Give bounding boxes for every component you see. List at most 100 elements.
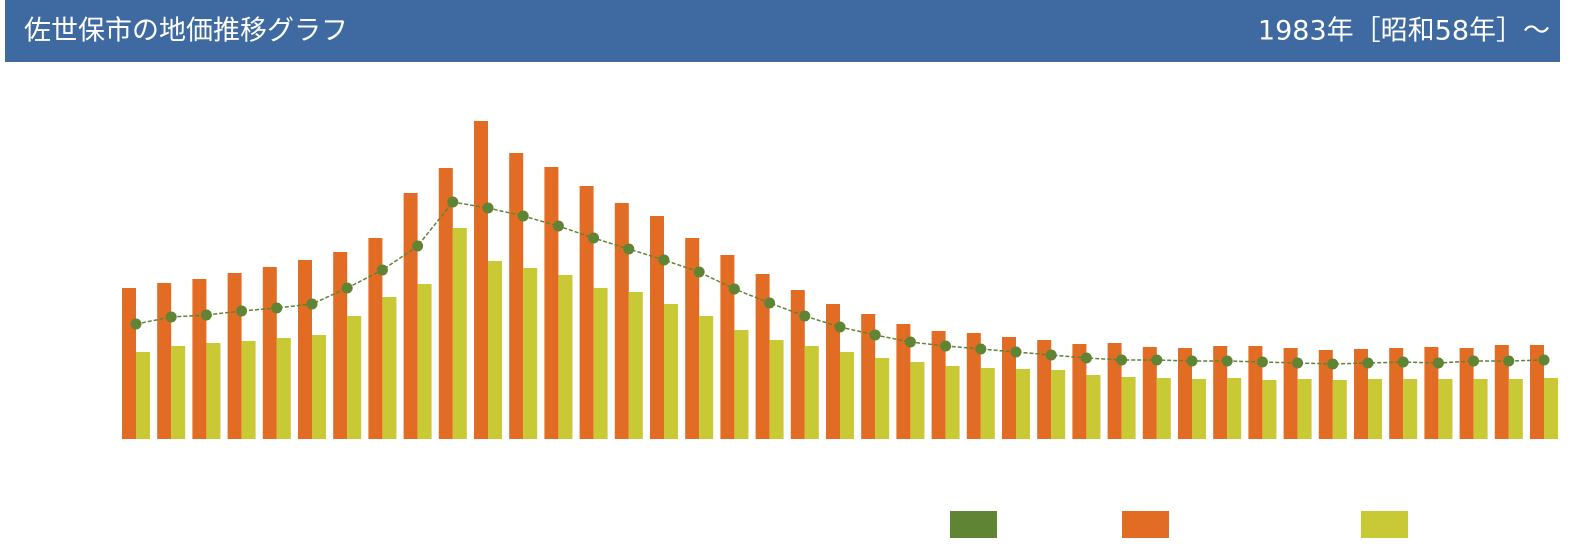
bar <box>875 358 890 439</box>
line-point <box>623 243 635 255</box>
bar <box>966 333 981 439</box>
line-point <box>799 310 811 322</box>
bar <box>769 340 784 439</box>
bar <box>1424 347 1439 439</box>
line-point <box>447 196 459 208</box>
bar <box>910 362 925 439</box>
header-bar <box>5 0 1560 62</box>
bar <box>298 260 312 439</box>
bar <box>896 324 911 439</box>
line-point <box>236 305 248 317</box>
bar <box>1368 379 1382 439</box>
bar <box>382 297 397 439</box>
line-point <box>693 266 705 278</box>
line-point <box>834 321 846 333</box>
line-point <box>341 282 353 294</box>
bar <box>1283 348 1298 439</box>
bar <box>1248 346 1263 439</box>
line-point <box>869 329 881 341</box>
bar <box>1389 348 1404 439</box>
line-point <box>200 309 212 321</box>
bar <box>122 288 136 439</box>
chart-title: 佐世保市の地価推移グラフ <box>24 16 348 47</box>
bar <box>347 316 362 439</box>
legend-swatch <box>950 511 997 538</box>
line-point <box>271 302 283 314</box>
bar <box>945 366 960 439</box>
line-point <box>1468 355 1480 367</box>
line-point <box>1186 355 1198 367</box>
line-point <box>940 340 952 352</box>
bar <box>664 304 678 439</box>
bar <box>368 238 383 439</box>
bar <box>1544 378 1558 439</box>
line-point <box>165 311 177 323</box>
bar <box>227 273 242 439</box>
bar <box>614 203 629 439</box>
line-point <box>1221 355 1233 367</box>
line-point <box>1397 356 1409 368</box>
bar <box>1142 347 1157 439</box>
line-point <box>376 264 388 276</box>
bar <box>1438 379 1453 439</box>
legend-swatch <box>1122 511 1169 538</box>
bar <box>1227 378 1242 439</box>
bar <box>452 228 467 439</box>
bar <box>558 275 573 439</box>
line-point <box>1538 354 1550 366</box>
bar <box>579 186 594 439</box>
bar <box>157 283 172 439</box>
line-point <box>482 202 494 214</box>
bar <box>650 216 664 439</box>
bar <box>1086 375 1101 439</box>
bar <box>593 288 608 439</box>
legend-swatch <box>1361 511 1408 538</box>
line-point <box>552 220 564 232</box>
bar <box>276 338 291 439</box>
bar <box>417 284 432 439</box>
bar <box>628 292 643 439</box>
bar <box>1072 344 1087 439</box>
bar <box>980 368 995 439</box>
bar <box>1051 370 1066 439</box>
line-point <box>588 232 600 244</box>
bar <box>1002 337 1016 439</box>
line-point <box>1432 357 1444 369</box>
line-point <box>412 240 424 252</box>
bar <box>171 346 186 439</box>
chart-subtitle: 1983年［昭和58年］～ <box>1258 16 1550 47</box>
bar <box>804 346 819 439</box>
bars <box>122 121 1558 439</box>
line-point <box>975 343 987 355</box>
bar <box>1332 380 1347 439</box>
bar <box>241 341 256 439</box>
line-point <box>728 283 740 295</box>
bar <box>1297 379 1312 439</box>
bar <box>699 316 714 439</box>
line-point <box>764 297 776 309</box>
bar <box>931 331 946 439</box>
bar <box>1037 340 1052 439</box>
bar <box>206 343 221 439</box>
bar <box>840 352 854 439</box>
bar <box>685 238 700 439</box>
bar <box>262 267 277 439</box>
bar <box>403 193 418 439</box>
bar <box>734 330 749 439</box>
bar <box>1318 350 1333 439</box>
bar <box>790 290 805 439</box>
line-point <box>1116 354 1128 366</box>
line-point <box>306 298 318 310</box>
legend <box>950 511 1408 538</box>
line-point <box>1010 346 1022 358</box>
line-point <box>1080 352 1092 364</box>
line-point <box>904 336 916 348</box>
line-point <box>1256 356 1268 368</box>
bar <box>1016 369 1030 439</box>
bar <box>488 261 502 439</box>
lines <box>130 196 1550 370</box>
line-point <box>1292 357 1304 369</box>
line-point <box>130 318 142 330</box>
bar <box>755 274 770 439</box>
